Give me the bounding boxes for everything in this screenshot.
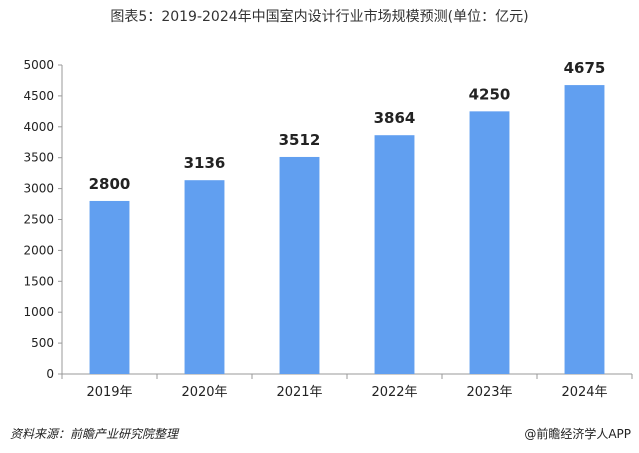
source-note: 资料来源：前瞻产业研究院整理 — [10, 427, 179, 441]
bar — [374, 135, 415, 374]
data-label: 3512 — [279, 131, 321, 149]
data-label: 3864 — [374, 109, 416, 127]
y-tick-label: 2000 — [23, 243, 54, 257]
data-labels: 2800 3136 3512 3864 4250 4675 — [89, 59, 606, 193]
x-tick-label: 2024年 — [561, 385, 607, 400]
bars — [89, 85, 605, 375]
x-tick-label: 2019年 — [86, 385, 132, 400]
y-tick-label: 3500 — [23, 151, 54, 165]
y-tick-label: 4000 — [23, 120, 54, 134]
bar — [184, 180, 225, 374]
y-tick-label: 500 — [31, 336, 54, 350]
y-tick-label: 1000 — [23, 305, 54, 319]
y-tick-label: 1500 — [23, 274, 54, 288]
y-tick-label: 4500 — [23, 89, 54, 103]
chart-title: 图表5：2019-2024年中国室内设计行业市场规模预测(单位：亿元) — [110, 9, 529, 25]
data-label: 4675 — [564, 59, 606, 77]
y-tick-label: 3000 — [23, 182, 54, 196]
bar — [89, 200, 130, 374]
x-tick-label: 2020年 — [181, 385, 227, 400]
x-tick-label: 2022年 — [371, 385, 417, 400]
data-label: 3136 — [184, 154, 226, 172]
bar — [564, 85, 605, 375]
bar — [279, 156, 320, 374]
y-tick-label: 0 — [46, 367, 54, 381]
y-tick-label: 2500 — [23, 213, 54, 227]
data-label: 2800 — [89, 175, 131, 193]
credit-note: @前瞻经济学人APP — [524, 427, 631, 441]
data-label: 4250 — [469, 85, 511, 103]
x-tick-label: 2021年 — [276, 385, 322, 400]
y-axis: 0 500 1000 1500 2000 2500 3000 3500 4000 4500 5000 — [23, 58, 63, 381]
x-tick-label: 2023年 — [466, 385, 512, 400]
y-tick-label: 5000 — [23, 58, 54, 72]
bar — [469, 111, 510, 374]
x-axis: 2019年 2020年 2021年 2022年 2023年 2024年 — [61, 373, 633, 400]
